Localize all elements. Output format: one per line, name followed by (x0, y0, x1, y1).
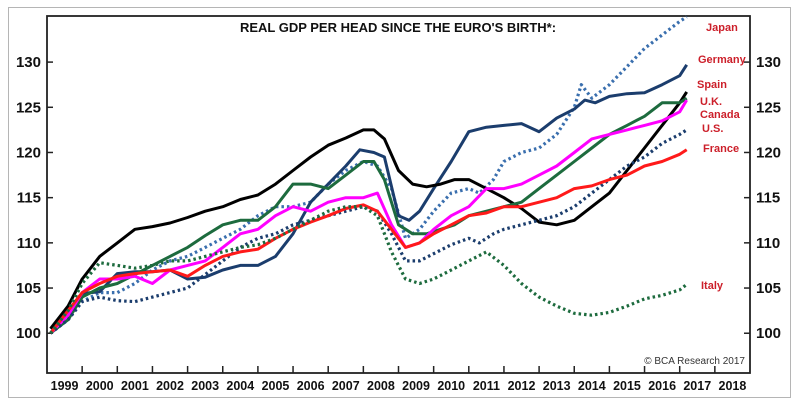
x-tick-label: 2005 (262, 379, 290, 393)
legend-label-italy: Italy (701, 280, 724, 292)
legend-label-germany: Germany (698, 54, 747, 66)
x-tick-label: 2009 (402, 379, 430, 393)
series-line-japan (49, 15, 688, 335)
y-tick-label-left: 120 (16, 144, 41, 161)
x-tick-label: 2001 (121, 379, 149, 393)
y-tick-label-right: 105 (756, 280, 781, 297)
legend-label-us: U.S. (702, 123, 723, 135)
series-line-france (49, 148, 688, 335)
x-tick-label: 2017 (683, 379, 711, 393)
series-line-canada (49, 99, 688, 335)
x-tick-label: 2007 (332, 379, 360, 393)
legend-label-uk: U.K. (700, 96, 722, 108)
y-tick-label-right: 100 (756, 325, 781, 342)
y-tick-label-right: 130 (756, 54, 781, 71)
legend-label-japan: Japan (706, 22, 738, 34)
series-line-germany (49, 63, 688, 335)
y-tick-label-left: 125 (16, 99, 41, 116)
y-tick-label-right: 120 (756, 144, 781, 161)
legend-label-france: France (703, 143, 739, 155)
chart-title: REAL GDP PER HEAD SINCE THE EURO'S BIRTH… (240, 20, 556, 35)
x-tick-label: 2011 (473, 379, 500, 393)
y-tick-label-left: 110 (17, 235, 41, 252)
ticks: 100 100 105 105 110 110 115 115 120 120 125 125 130 1… (16, 54, 781, 393)
x-tick-label: 2004 (226, 379, 254, 393)
x-tick-label: 2012 (508, 379, 536, 393)
x-tick-label: 1999 (51, 379, 79, 393)
y-tick-label-left: 115 (17, 190, 41, 207)
series-line-uk (49, 96, 688, 335)
x-tick-label: 2003 (191, 379, 219, 393)
x-tick-label: 2002 (156, 379, 184, 393)
x-tick-label: 2016 (648, 379, 676, 393)
y-tick-label-right: 110 (756, 235, 780, 252)
x-tick-label: 2013 (543, 379, 571, 393)
x-tick-label: 2008 (367, 379, 395, 393)
x-tick-label: 2010 (437, 379, 465, 393)
y-tick-label-right: 115 (756, 190, 780, 207)
series-line-spain (49, 91, 688, 330)
legend-label-spain: Spain (697, 79, 727, 91)
x-tick-label: 2014 (578, 379, 606, 393)
axes: REAL GDP PER HEAD SINCE THE EURO'S BIRTH… (46, 15, 751, 374)
source-note: © BCA Research 2017 (644, 356, 745, 367)
y-tick-label-right: 125 (756, 99, 781, 116)
plot-area (46, 15, 751, 374)
chart-frame (8, 7, 791, 398)
y-tick-label-left: 130 (16, 54, 41, 71)
legend-label-canada: Canada (700, 109, 741, 121)
x-tick-label: 2018 (719, 379, 747, 393)
y-tick-label-left: 100 (16, 325, 41, 342)
x-tick-label: 2000 (86, 379, 114, 393)
series-line-italy (49, 205, 688, 335)
y-tick-label-left: 105 (16, 280, 41, 297)
x-tick-label: 2006 (297, 379, 325, 393)
x-tick-label: 2015 (613, 379, 641, 393)
legend: Japan Germany Spain U.K.Canada U.S. France Ita… (697, 22, 747, 292)
series (49, 15, 688, 335)
